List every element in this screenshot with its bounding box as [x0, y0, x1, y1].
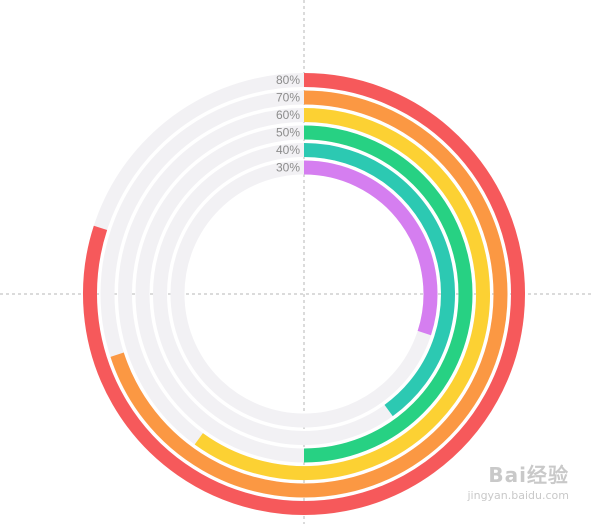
watermark-subtext: jingyan.baidu.com — [467, 489, 569, 502]
ring-label-3: 50% — [276, 126, 300, 140]
ring-label-1: 70% — [276, 91, 300, 105]
ring-arc-4 — [303, 143, 455, 417]
ring-arc-1 — [110, 90, 508, 498]
watermark-text: Bai经验 — [488, 463, 569, 487]
ring-labels: 80% 70% 60% 50% 40% 30% — [276, 73, 300, 175]
ring-arc-3 — [303, 125, 473, 463]
rings — [83, 73, 525, 515]
ring-arc-2 — [194, 108, 490, 480]
ring-label-5: 30% — [276, 161, 300, 175]
ring-arc-5 — [303, 160, 438, 336]
ring-label-0: 80% — [276, 73, 300, 87]
ring-arc-0 — [83, 73, 525, 515]
ring-label-4: 40% — [276, 143, 300, 157]
ring-label-2: 60% — [276, 108, 300, 122]
watermark: Bai经验 jingyan.baidu.com — [467, 459, 569, 502]
